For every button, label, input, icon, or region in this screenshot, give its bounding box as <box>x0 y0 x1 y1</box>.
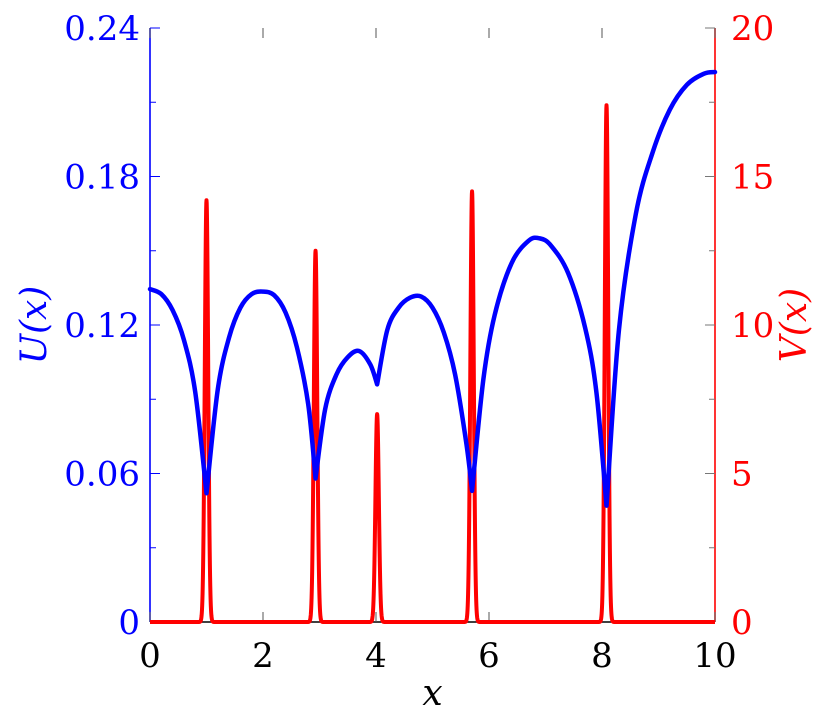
v-series-line <box>148 103 717 624</box>
left-y-tick-label: 0.12 <box>64 306 140 346</box>
left-y-tick-label: 0.24 <box>64 9 140 49</box>
left-y-axis-title: U(x) <box>14 286 55 365</box>
series-v <box>148 103 717 624</box>
series-u <box>147 69 718 508</box>
right-y-tick-label: 5 <box>731 455 753 495</box>
x-tick-label: 8 <box>591 636 613 676</box>
x-tick-label: 6 <box>478 636 500 676</box>
left-y-tick-label: 0.06 <box>64 455 140 495</box>
left-y-tick-label: 0.18 <box>64 158 140 198</box>
u-series-line <box>147 69 718 508</box>
right-y-tick-label: 20 <box>731 9 774 49</box>
right-y-tick-label: 10 <box>731 306 774 346</box>
right-y-tick-label: 15 <box>731 158 774 198</box>
x-tick-label: 4 <box>365 636 387 676</box>
right-y-axis-title: V(x) <box>774 288 815 362</box>
x-tick-label: 10 <box>693 636 736 676</box>
left-y-tick-label: 0 <box>118 603 140 643</box>
x-tick-label: 0 <box>139 636 161 676</box>
x-axis-title: x <box>422 673 442 714</box>
right-y-tick-label: 0 <box>731 603 753 643</box>
x-tick-label: 2 <box>252 636 274 676</box>
